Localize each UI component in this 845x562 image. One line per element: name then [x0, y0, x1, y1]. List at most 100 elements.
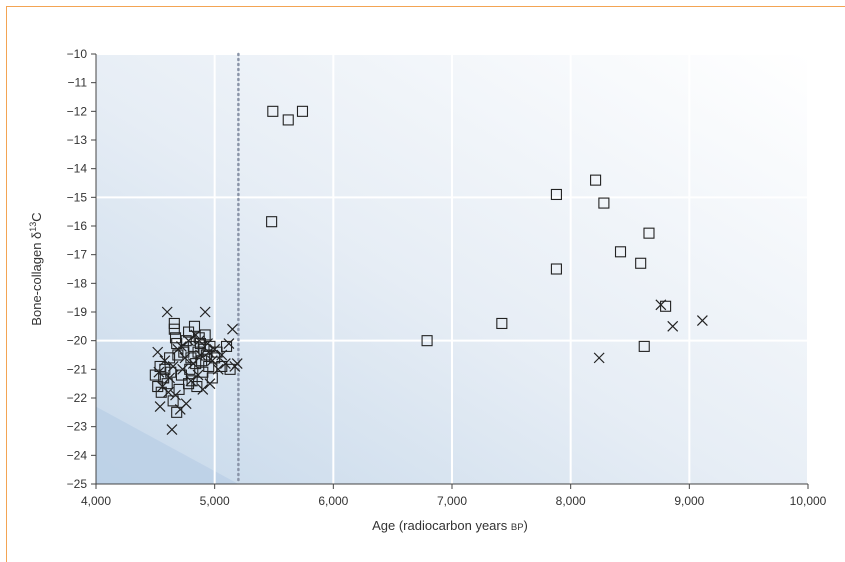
y-axis-title-sup: 13: [28, 222, 38, 232]
cross-point: [177, 363, 189, 375]
cross-point: [209, 343, 221, 355]
cross-point: [164, 372, 175, 384]
cross-point: [696, 315, 708, 327]
cross-point: [195, 349, 206, 361]
square-point: [169, 332, 182, 344]
x-tick-label: 4,000: [81, 494, 111, 508]
y-tick-label: −10: [67, 47, 88, 61]
cross-point: [183, 335, 194, 347]
cross-point: [152, 346, 164, 358]
cross-point: [159, 355, 171, 367]
cross-point: [190, 329, 202, 341]
cross-point: [204, 378, 216, 390]
y-tick-label: −16: [67, 219, 88, 233]
square-point: [216, 360, 228, 373]
square-point: [158, 372, 170, 384]
square-point: [614, 246, 627, 258]
cross-point: [203, 346, 215, 358]
cross-point: [180, 398, 192, 410]
square-point: [168, 317, 180, 330]
x-axis-title-main: Age (radiocarbon years: [372, 518, 511, 533]
y-tick-label: −20: [67, 334, 88, 348]
square-point: [168, 323, 180, 335]
y-tick-label: −18: [67, 276, 88, 290]
cross-point: [197, 383, 209, 395]
cross-point: [593, 352, 605, 364]
x-axis-title-bp: BP: [511, 522, 524, 533]
cross-point: [170, 389, 181, 401]
cross-point: [179, 352, 191, 364]
y-tick-label: −12: [67, 104, 88, 118]
square-point: [660, 300, 672, 312]
cross-point: [231, 358, 243, 370]
cross-point: [161, 306, 173, 318]
y-tick-label: −15: [67, 190, 88, 204]
y-axis-title-main: Bone-collagen δ: [29, 232, 44, 326]
square-point: [193, 332, 205, 344]
square-point: [161, 378, 173, 390]
cross-point: [192, 369, 204, 381]
y-tick-label: −22: [67, 391, 88, 405]
cross-point: [667, 320, 679, 332]
square-point: [197, 366, 209, 378]
square-point: [496, 317, 508, 330]
cross-point: [154, 401, 166, 413]
square-point: [282, 114, 294, 126]
cross-point: [212, 363, 224, 375]
square-point: [171, 406, 183, 418]
x-tick-label: 9,000: [674, 494, 704, 508]
cross-point: [227, 323, 238, 335]
square-point: [199, 329, 211, 341]
cross-point: [166, 424, 178, 435]
square-point: [643, 227, 655, 239]
square-point: [198, 343, 210, 355]
cross-point: [223, 338, 235, 349]
cross-point: [153, 366, 165, 378]
square-point: [191, 380, 203, 393]
y-tick-label: −23: [67, 420, 88, 434]
square-point: [180, 335, 192, 347]
y-axis-title: Bone-collagen δ13C: [28, 212, 44, 325]
square-point: [188, 320, 201, 332]
x-tick-label: 5,000: [200, 494, 230, 508]
square-point: [635, 257, 647, 269]
square-point: [203, 360, 215, 373]
grid-lines: [96, 53, 809, 484]
cross-point: [187, 358, 199, 370]
axes: [91, 53, 809, 489]
square-point: [173, 383, 185, 395]
y-tick-label: −24: [67, 448, 88, 462]
x-tick-label: 7,000: [437, 494, 467, 508]
square-point: [296, 105, 309, 117]
y-tick-label: −11: [68, 76, 88, 90]
background-shade: [96, 406, 239, 484]
y-tick-label: −25: [67, 477, 88, 491]
square-point: [590, 174, 602, 186]
square-point: [421, 335, 433, 347]
square-point: [550, 263, 562, 275]
y-tick-label: −19: [67, 305, 88, 319]
x-tick-label: 10,000: [790, 494, 827, 508]
cross-point: [206, 355, 218, 367]
y-tick-label: −21: [67, 362, 88, 376]
square-point: [224, 363, 236, 375]
x-tick-label: 8,000: [556, 494, 586, 508]
square-point: [638, 340, 650, 352]
y-tick-label: −13: [67, 133, 88, 147]
y-tick-label: −17: [67, 248, 88, 262]
square-point: [206, 372, 218, 384]
cross-point: [176, 340, 187, 352]
cross-point: [219, 358, 231, 370]
square-point: [266, 216, 278, 228]
y-tick-label: −14: [67, 162, 88, 176]
cross-point: [167, 361, 179, 372]
cross-point: [655, 299, 667, 311]
x-tick-labels: 4,000 5,000 6,000 7,000 8,000 9,000 10,000: [81, 494, 827, 508]
x-axis-title: Age (radiocarbon years BP): [372, 518, 528, 533]
cross-point: [162, 386, 174, 398]
cross-point: [193, 335, 205, 347]
cross-point: [185, 375, 197, 387]
cross-point: [199, 306, 211, 318]
square-point: [190, 358, 202, 370]
